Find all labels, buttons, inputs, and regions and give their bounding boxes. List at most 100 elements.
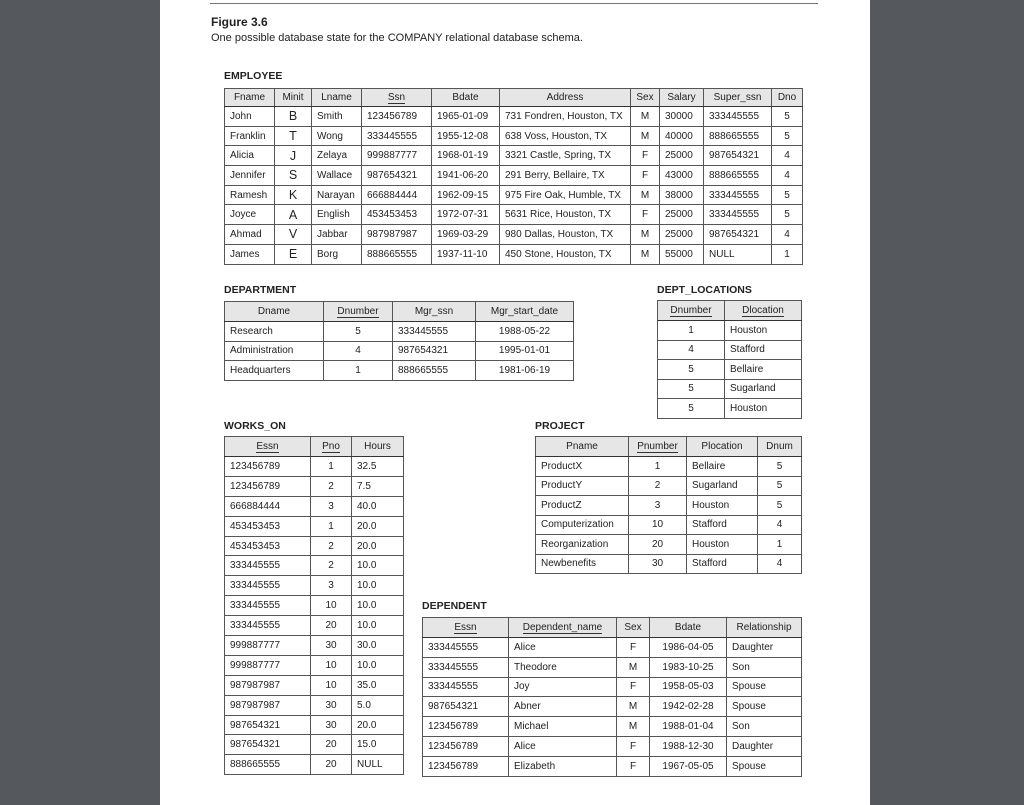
column-header: Fname: [224, 88, 275, 107]
column-header-label: Lname: [321, 92, 352, 103]
table-cell: 123456789: [422, 735, 509, 757]
project-table: Pname Pnumber Plocation Dnum ProductX 1 Bellai…: [535, 436, 802, 574]
column-header-label: Dno: [777, 92, 797, 103]
table-cell: 999887777: [224, 654, 311, 676]
table-cell: 1937-11-10: [431, 243, 500, 265]
table-cell: 5.0: [351, 694, 404, 716]
table-row: 123456789 Alice F 1988-12-30 Daughter: [422, 735, 802, 757]
table-row: 5 Bellaire: [657, 359, 802, 380]
column-header: Mgr_start_date: [475, 301, 574, 322]
table-cell: 10.0: [351, 575, 404, 597]
table-row: Ahmad V Jabbar 987987987 1969-03-29 980 Dalla…: [224, 224, 803, 245]
header-row: Dnumber Dlocation: [657, 300, 802, 321]
employee-table: Fname Minit Lname Ssn Bdate Address Sex Salary S…: [224, 88, 803, 265]
table-cell: 888665555: [361, 243, 432, 265]
table-row: 888665555 20 NULL: [224, 754, 404, 776]
column-header-label: Bdate: [452, 92, 479, 103]
column-header: Minit: [274, 88, 312, 107]
table-cell: 975 Fire Oak, Humble, TX: [499, 184, 631, 206]
table-cell: M: [630, 224, 660, 245]
table-cell: 4: [771, 224, 803, 245]
table-cell: 333445555: [224, 575, 311, 597]
table-cell: 1983-10-25: [649, 656, 727, 678]
table-cell: 30: [310, 714, 352, 736]
table-cell: Headquarters: [224, 360, 324, 381]
column-header-label: Pname: [566, 441, 598, 452]
table-row: Newbenefits 30 Stafford 4: [535, 553, 802, 574]
table-cell: Michael: [508, 716, 617, 737]
table-cell: 453453453: [224, 515, 311, 537]
table-cell: 3: [310, 575, 352, 597]
table-cell: 1995-01-01: [475, 340, 574, 361]
table-cell: 1972-07-31: [431, 204, 500, 226]
table-cell: Smith: [311, 106, 362, 127]
table-cell: 10: [628, 514, 687, 535]
table-cell: Houston: [724, 398, 802, 419]
table-cell: M: [630, 106, 660, 127]
table-cell: M: [616, 716, 650, 737]
table-cell: NULL: [703, 243, 772, 265]
table-cell: 453453453: [224, 535, 311, 557]
table-cell: 5: [757, 495, 802, 516]
table-cell: 333445555: [361, 125, 432, 147]
column-header-label: Dname: [257, 306, 291, 317]
table-cell: 25000: [659, 204, 704, 226]
column-header: Pname: [535, 436, 629, 457]
table-row: Headquarters 1 888665555 1981-06-19: [224, 360, 574, 381]
column-header: Bdate: [649, 617, 727, 638]
table-cell: 1: [310, 515, 352, 537]
table-row: Reorganization 20 Houston 1: [535, 534, 802, 555]
table-cell: Ramesh: [224, 184, 275, 206]
table-cell: B: [274, 106, 312, 127]
column-header-label: Super_ssn: [713, 92, 762, 103]
table-cell: V: [274, 224, 312, 245]
table-cell: 40.0: [351, 495, 404, 517]
table-cell: 10.0: [351, 595, 404, 617]
column-header: Bdate: [431, 88, 500, 107]
table-cell: 888665555: [224, 754, 311, 776]
table-cell: Son: [726, 656, 802, 678]
table-cell: Alice: [508, 735, 617, 757]
column-header-label: Minit: [282, 92, 304, 103]
column-header: Lname: [311, 88, 362, 107]
table-cell: 453453453: [361, 204, 432, 226]
table-cell: 333445555: [703, 204, 772, 226]
table-row: 333445555 Joy F 1958-05-03 Spouse: [422, 676, 802, 698]
table-row: Franklin T Wong 333445555 1955-12-08 638 Voss…: [224, 125, 803, 147]
table-cell: 888665555: [392, 360, 476, 381]
table-cell: 1988-05-22: [475, 321, 574, 342]
table-cell: M: [630, 243, 660, 265]
dependent-label: DEPENDENT: [422, 600, 487, 612]
table-row: 123456789 1 32.5: [224, 456, 404, 477]
table-cell: F: [616, 735, 650, 757]
table-cell: 3321 Castle, Spring, TX: [499, 145, 631, 167]
table-cell: 30.0: [351, 635, 404, 656]
column-header: Salary: [659, 88, 704, 107]
table-cell: Daughter: [726, 735, 802, 757]
table-row: 987987987 30 5.0: [224, 694, 404, 716]
table-cell: 333445555: [392, 321, 476, 342]
table-row: 4 Stafford: [657, 339, 802, 360]
table-cell: 333445555: [422, 637, 509, 658]
column-header-label: Dependent_name: [522, 622, 603, 634]
column-header: Sex: [616, 617, 650, 638]
table-cell: 1: [657, 320, 725, 341]
table-row: 666884444 3 40.0: [224, 495, 404, 517]
column-header: Dno: [771, 88, 803, 107]
table-cell: 10.0: [351, 654, 404, 676]
table-cell: Wong: [311, 125, 362, 147]
table-cell: Sugarland: [686, 475, 758, 496]
table-cell: 999887777: [361, 145, 432, 167]
table-cell: Joy: [508, 676, 617, 698]
table-cell: 1988-12-30: [649, 735, 727, 757]
employee-label: EMPLOYEE: [224, 70, 283, 82]
table-cell: 333445555: [703, 106, 772, 127]
table-cell: Elizabeth: [508, 755, 617, 777]
table-cell: Jennifer: [224, 165, 275, 186]
column-header: Mgr_ssn: [392, 301, 476, 322]
works-on-label: WORKS_ON: [224, 420, 286, 432]
table-cell: 987654321: [703, 224, 772, 245]
table-cell: 333445555: [422, 656, 509, 678]
table-cell: 1958-05-03: [649, 676, 727, 698]
column-header-label: Sex: [624, 622, 642, 633]
